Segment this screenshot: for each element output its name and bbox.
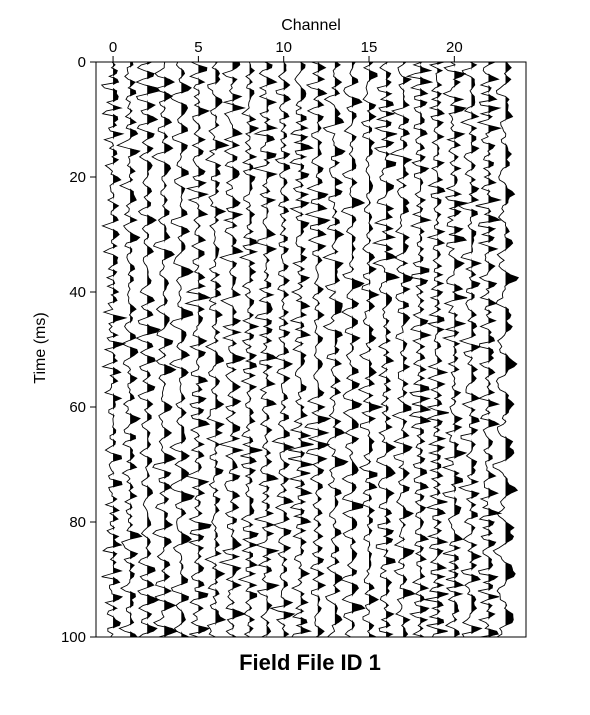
trace-20 xyxy=(441,61,468,638)
trace-line-4 xyxy=(168,61,195,638)
trace-0 xyxy=(100,61,128,638)
trace-fill-18 xyxy=(420,62,432,637)
trace-line-15 xyxy=(357,61,384,638)
trace-line-3 xyxy=(151,61,179,638)
trace-line-1 xyxy=(116,61,143,638)
trace-fill-9 xyxy=(266,62,279,637)
trace-18 xyxy=(405,61,434,638)
trace-fill-4 xyxy=(181,62,195,637)
trace-line-19 xyxy=(424,61,449,638)
trace-12 xyxy=(304,61,332,638)
x-tick-label-0: 0 xyxy=(109,39,117,56)
y-tick-label-0: 0 xyxy=(78,54,86,71)
trace-16 xyxy=(371,61,401,638)
x-tick-label-20: 20 xyxy=(446,39,463,56)
trace-line-23 xyxy=(492,61,520,638)
traces-group xyxy=(100,61,520,638)
trace-fill-23 xyxy=(505,62,519,637)
trace-7 xyxy=(217,61,247,638)
trace-fill-14 xyxy=(351,62,365,637)
trace-15 xyxy=(357,61,384,638)
trace-6 xyxy=(204,61,230,638)
trace-line-10 xyxy=(269,61,296,638)
trace-line-2 xyxy=(135,61,161,638)
y-tick-label-80: 80 xyxy=(69,514,86,531)
trace-14 xyxy=(339,61,366,638)
trace-19 xyxy=(424,61,449,638)
trace-23 xyxy=(492,61,520,638)
trace-line-22 xyxy=(475,61,503,638)
trace-21 xyxy=(457,61,483,638)
trace-fill-8 xyxy=(249,62,263,637)
y-axis-title: Time (ms) xyxy=(32,312,49,383)
trace-17 xyxy=(389,61,416,638)
plot-frame xyxy=(95,61,527,638)
x-tick-label-15: 15 xyxy=(361,39,378,56)
trace-fill-21 xyxy=(471,62,482,637)
trace-line-14 xyxy=(339,61,366,638)
y-tick-label-20: 20 xyxy=(69,169,86,186)
trace-4 xyxy=(168,61,195,638)
trace-line-9 xyxy=(253,61,280,638)
x-axis-title: Channel xyxy=(281,17,341,34)
x-tick-label-10: 10 xyxy=(275,39,292,56)
trace-line-7 xyxy=(217,61,247,638)
trace-9 xyxy=(253,61,280,638)
chart-title: Field File ID 1 xyxy=(239,650,381,675)
x-tick-label-5: 5 xyxy=(194,39,202,56)
trace-fill-10 xyxy=(283,62,295,637)
trace-line-5 xyxy=(184,61,212,638)
y-tick-label-40: 40 xyxy=(69,284,86,301)
trace-line-12 xyxy=(304,61,332,638)
trace-line-16 xyxy=(371,61,401,638)
trace-line-6 xyxy=(204,61,230,638)
ticks-group: 0 5 10 15 20 0 20 40 60 80 100 xyxy=(61,39,463,646)
trace-fill-13 xyxy=(334,62,348,637)
trace-fill-2 xyxy=(147,62,160,637)
trace-fill-5 xyxy=(198,62,212,637)
y-tick-label-100: 100 xyxy=(61,629,86,646)
trace-fill-17 xyxy=(403,62,415,637)
trace-1 xyxy=(116,61,143,638)
trace-5 xyxy=(184,61,212,638)
trace-line-8 xyxy=(237,61,263,638)
trace-line-20 xyxy=(441,61,468,638)
trace-line-13 xyxy=(322,61,349,638)
trace-fill-16 xyxy=(386,62,399,637)
trace-13 xyxy=(322,61,349,638)
trace-line-17 xyxy=(389,61,416,638)
trace-fill-0 xyxy=(113,62,126,637)
trace-8 xyxy=(237,61,263,638)
trace-line-18 xyxy=(405,61,434,638)
trace-line-11 xyxy=(288,61,314,638)
trace-2 xyxy=(135,61,161,638)
trace-3 xyxy=(151,61,179,638)
y-tick-label-60: 60 xyxy=(69,399,86,416)
trace-10 xyxy=(269,61,296,638)
trace-22 xyxy=(475,61,503,638)
trace-line-21 xyxy=(457,61,483,638)
trace-11 xyxy=(288,61,314,638)
trace-line-0 xyxy=(100,61,128,638)
